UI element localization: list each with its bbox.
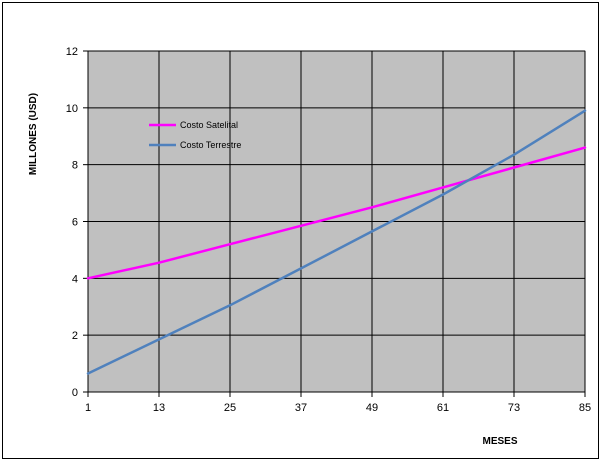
y-tick-label: 12 bbox=[66, 46, 78, 58]
x-tick-label: 13 bbox=[153, 402, 165, 414]
legend-label-costo-terrestre: Costo Terrestre bbox=[180, 140, 241, 150]
x-tick-label: 37 bbox=[295, 402, 307, 414]
x-tick-label: 61 bbox=[437, 402, 449, 414]
y-tick-label: 6 bbox=[72, 217, 78, 229]
y-tick-labels: 0 2 4 6 8 10 12 bbox=[66, 46, 78, 399]
y-tick-label: 2 bbox=[72, 330, 78, 342]
x-tick-label: 85 bbox=[579, 402, 591, 414]
legend: Costo Satelital Costo Terrestre bbox=[149, 120, 241, 150]
x-axis-label: MESES bbox=[482, 436, 517, 447]
series-lines bbox=[86, 109, 587, 375]
x-tick-label: 49 bbox=[366, 402, 378, 414]
series-line-costo-satelital bbox=[86, 146, 587, 280]
y-tick-label: 0 bbox=[72, 387, 78, 399]
grid-lines bbox=[88, 50, 586, 392]
x-tick-label: 1 bbox=[85, 402, 91, 414]
series-line-costo-terrestre bbox=[86, 109, 587, 375]
y-tick-label: 10 bbox=[66, 103, 78, 115]
y-tick-label: 4 bbox=[72, 273, 78, 285]
line-chart: 0 2 4 6 8 10 12 1 13 25 37 49 61 73 85 MILLONES (USD)… bbox=[28, 46, 591, 447]
legend-label-costo-satelital: Costo Satelital bbox=[180, 120, 238, 130]
chart-frame: 0 2 4 6 8 10 12 1 13 25 37 49 61 73 85 MILLONES (USD)… bbox=[2, 2, 599, 459]
x-tick-label: 25 bbox=[224, 402, 236, 414]
y-axis-label: MILLONES (USD) bbox=[28, 93, 39, 175]
x-tick-label: 73 bbox=[508, 402, 520, 414]
y-tick-label: 8 bbox=[72, 160, 78, 172]
axes bbox=[83, 50, 586, 397]
x-tick-labels: 1 13 25 37 49 61 73 85 bbox=[85, 402, 591, 414]
